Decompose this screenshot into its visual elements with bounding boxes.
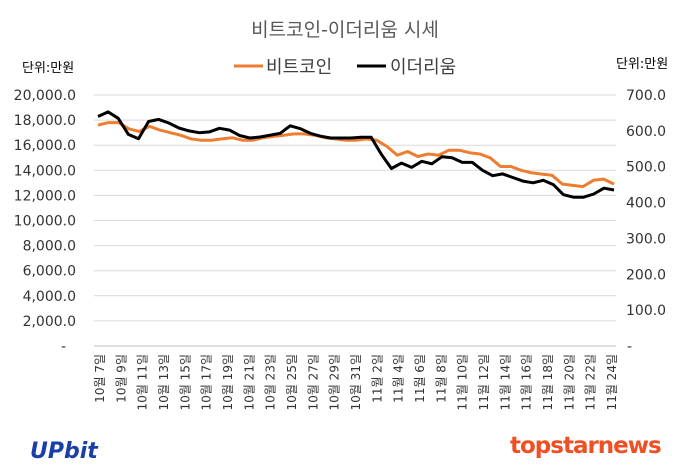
right-tick-label: 400.0 — [626, 196, 666, 212]
left-tick-label: 18,000.0 — [14, 113, 76, 129]
left-tick-label: 20,000.0 — [14, 88, 76, 104]
x-tick-label: 10월 13일 — [157, 354, 171, 410]
x-tick-label: 10월 25일 — [285, 354, 299, 410]
x-tick-label: 11월 10일 — [456, 354, 470, 410]
x-tick-label: 10월 23일 — [264, 354, 278, 410]
series-line-ethereum — [97, 110, 615, 199]
left-tick-label: 14,000.0 — [14, 163, 76, 179]
left-tick-label: - — [61, 339, 66, 355]
series-line-bitcoin — [97, 121, 615, 189]
left-tick-label: 12,000.0 — [14, 188, 76, 204]
right-tick-label: 100.0 — [626, 303, 666, 319]
left-tick-label: 8,000.0 — [23, 239, 76, 255]
x-tick-label: 11월 24일 — [605, 354, 619, 410]
x-tick-label: 11월 8일 — [434, 354, 448, 403]
x-tick-label: 10월 27일 — [306, 354, 320, 410]
right-tick-label: 500.0 — [626, 160, 666, 176]
left-tick-label: 2,000.0 — [23, 314, 76, 330]
left-tick-label: 4,000.0 — [23, 289, 76, 305]
x-tick-label: 10월 31일 — [349, 354, 363, 410]
left-y-axis: - 2,000.0 4,000.0 6,000.0 8,000.0 10,000.0 12,… — [14, 88, 76, 355]
x-tick-label: 10월 21일 — [242, 354, 256, 410]
x-tick-label: 11월 4일 — [392, 354, 406, 403]
x-tick-label: 11월 2일 — [370, 354, 384, 403]
x-tick-label: 10월 15일 — [178, 354, 192, 410]
right-tick-label: 600.0 — [626, 124, 666, 140]
legend: 비트코인 이더리움 — [234, 57, 456, 78]
x-tick-label: 11월 6일 — [413, 354, 427, 403]
x-tick-label: 10월 9일 — [114, 354, 128, 403]
x-tick-label: 11월 14일 — [498, 354, 512, 410]
x-tick-label: 10월 7일 — [93, 354, 107, 403]
x-tick-label: 10월 19일 — [221, 354, 235, 410]
x-tick-label: 10월 29일 — [328, 354, 342, 410]
left-tick-label: 6,000.0 — [23, 264, 76, 280]
chart-title: 비트코인-이더리움 시세 — [251, 19, 439, 41]
x-tick-label: 10월 17일 — [200, 354, 214, 410]
legend-label-ethereum: 이더리움 — [390, 57, 456, 78]
right-tick-label: 300.0 — [626, 231, 666, 247]
x-tick-label: 10월 11일 — [136, 354, 150, 410]
right-tick-label: 200.0 — [626, 267, 666, 283]
right-y-axis: - 100.0 200.0 300.0 400.0 500.0 600.0 700.0 — [626, 88, 666, 355]
x-tick-label: 11월 22일 — [584, 354, 598, 410]
legend-label-bitcoin: 비트코인 — [266, 57, 332, 78]
x-tick-label: 11월 18일 — [541, 354, 555, 410]
left-axis-unit: 단위:만원 — [22, 61, 74, 76]
x-axis: 10월 7일 10월 9일 10월 11일 10월 13일 10월 15일 10월 17일… — [93, 354, 619, 410]
right-axis-unit: 단위:만원 — [616, 57, 668, 72]
series-lines — [97, 110, 615, 199]
topstarnews-logo: topstarnews — [510, 433, 661, 459]
left-tick-label: 16,000.0 — [14, 138, 76, 154]
x-tick-label: 11월 20일 — [562, 354, 576, 410]
x-tick-label: 11월 16일 — [520, 354, 534, 410]
upbit-logo: UPbit — [30, 439, 99, 464]
gridlines — [94, 94, 616, 347]
x-tick-label: 11월 12일 — [477, 354, 491, 410]
right-tick-label: 700.0 — [626, 88, 666, 104]
left-tick-label: 10,000.0 — [14, 214, 76, 230]
right-tick-label: - — [627, 339, 632, 355]
